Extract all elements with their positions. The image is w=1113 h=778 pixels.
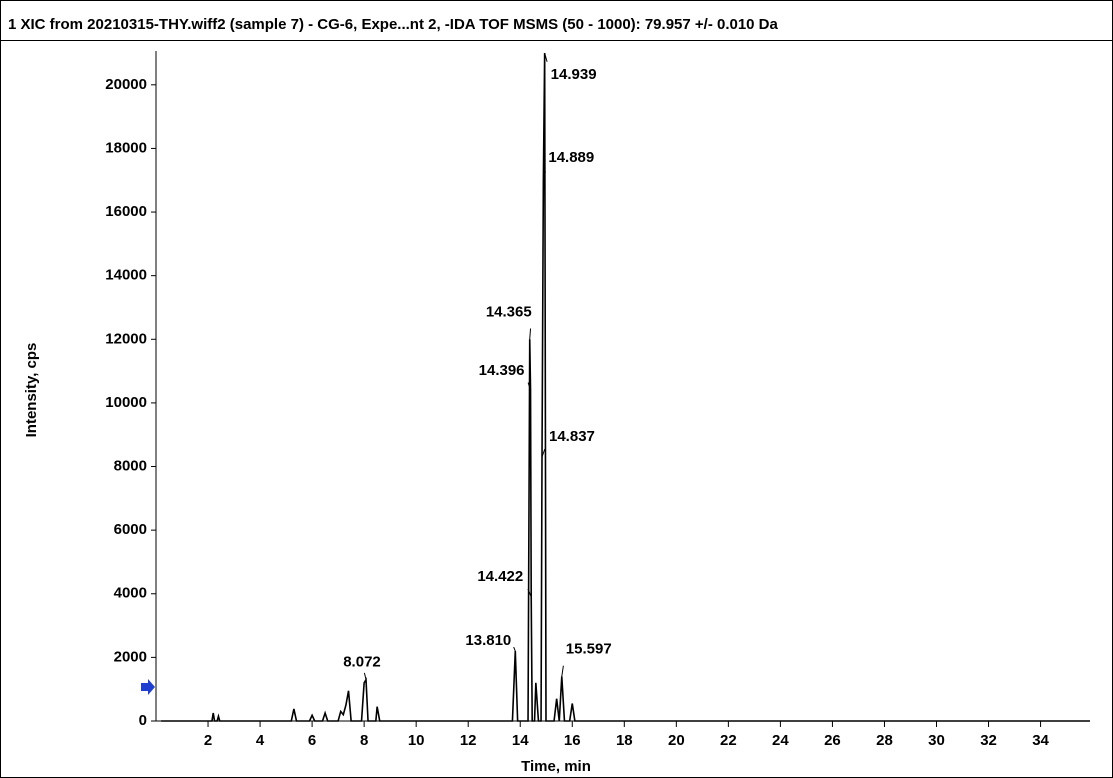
x-tick-label: 4 [256,732,265,749]
peak-leader [363,672,367,680]
x-tick-label: 22 [720,732,737,749]
peak-leader [561,665,564,677]
threshold-marker [141,679,155,695]
x-axis-label: Time, min [521,758,591,775]
y-tick-label: 4000 [114,585,147,602]
peak-leader [527,588,532,598]
x-tick-label: 18 [616,732,633,749]
peak-label: 8.072 [343,654,381,671]
x-tick-label: 2 [204,732,212,749]
y-tick-label: 6000 [114,521,147,538]
trace [161,52,1090,722]
y-tick-label: 14000 [105,267,147,284]
x-tick-label: 10 [408,732,425,749]
peak-leader [541,448,546,458]
peak-leader [529,328,532,340]
x-tick-label: 34 [1032,732,1049,749]
x-tick-label: 8 [360,732,368,749]
x-tick-label: 32 [980,732,997,749]
x-tick-label: 28 [876,732,893,749]
peak-leader [542,171,546,181]
peak-label: 14.837 [549,428,595,445]
y-tick-label: 18000 [105,139,147,156]
y-tick-label: 16000 [105,203,147,220]
peak-leader [527,382,532,391]
peak-label: 14.365 [486,303,532,320]
x-tick-label: 14 [512,732,529,749]
y-tick-label: 20000 [105,76,147,93]
y-tick-label: 0 [139,712,147,729]
peak-label: 14.939 [551,66,597,83]
y-tick-label: 10000 [105,394,147,411]
y-axis-label: Intensity, cps [23,343,40,438]
peak-leader [544,52,548,62]
y-tick-label: 8000 [114,457,147,474]
peak-label: 13.810 [465,632,511,649]
x-tick-label: 26 [824,732,841,749]
y-tick-label: 12000 [105,330,147,347]
x-tick-label: 12 [460,732,477,749]
chart-title: 1 XIC from 20210315-THY.wiff2 (sample 7)… [8,16,779,33]
x-tick-label: 6 [308,732,316,749]
x-tick-label: 30 [928,732,945,749]
peak-label: 14.422 [477,568,523,585]
x-tick-label: 16 [564,732,581,749]
peak-label: 14.889 [548,149,594,166]
peak-leader [513,646,516,652]
y-tick-label: 2000 [114,648,147,665]
peak-label: 14.396 [479,362,525,379]
peak-label: 15.597 [566,640,612,657]
x-tick-label: 24 [772,732,789,749]
x-tick-label: 20 [668,732,685,749]
